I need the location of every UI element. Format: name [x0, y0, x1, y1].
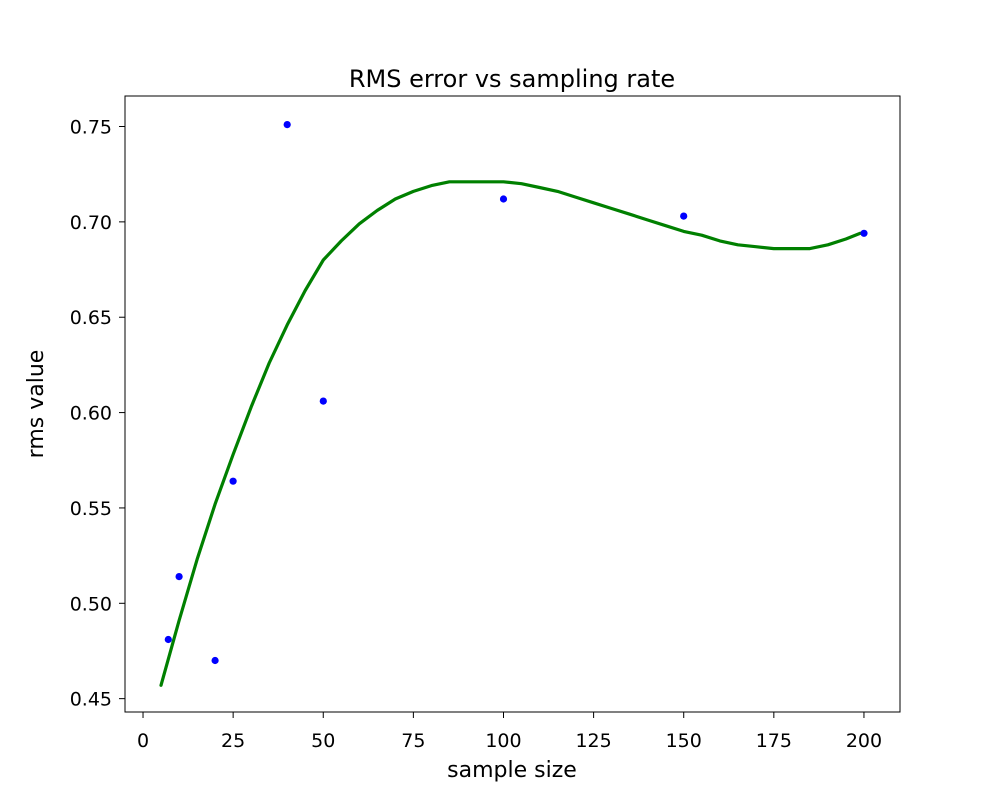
x-tick-label: 200 — [846, 730, 882, 752]
data-point — [319, 397, 327, 405]
data-point — [680, 212, 688, 220]
y-tick-label: 0.75 — [70, 117, 112, 139]
data-point — [211, 656, 219, 665]
y-axis-label: rms value — [24, 350, 49, 459]
x-tick-label: 150 — [666, 730, 702, 752]
data-point — [164, 635, 172, 644]
data-point — [229, 477, 237, 485]
data-point — [499, 195, 508, 203]
fit-curve-line — [159, 180, 862, 687]
x-tick-label: 100 — [485, 730, 521, 752]
x-axis-label: sample size — [447, 758, 577, 783]
y-axis: 0.45 0.50 0.55 0.60 0.65 0.70 0.75 — [70, 117, 125, 711]
x-tick-label: 25 — [221, 730, 245, 752]
x-axis: 0 25 50 75 100 125 150 175 200 — [137, 712, 882, 752]
y-tick-label: 0.65 — [70, 307, 112, 329]
y-tick-label: 0.60 — [70, 403, 112, 425]
y-tick-label: 0.70 — [70, 212, 112, 234]
x-tick-label: 75 — [401, 730, 425, 752]
x-tick-label: 125 — [575, 730, 611, 752]
data-point — [860, 229, 868, 237]
x-tick-label: 50 — [311, 730, 335, 752]
x-tick-label: 175 — [756, 730, 792, 752]
plot-frame — [124, 95, 901, 713]
plot-area — [159, 121, 868, 687]
data-point — [283, 121, 291, 129]
x-tick-label: 0 — [137, 730, 149, 752]
data-point — [175, 573, 183, 581]
chart-title: RMS error vs sampling rate — [349, 65, 675, 93]
y-tick-label: 0.45 — [70, 689, 112, 711]
y-tick-label: 0.55 — [70, 498, 112, 520]
y-tick-label: 0.50 — [70, 593, 112, 615]
